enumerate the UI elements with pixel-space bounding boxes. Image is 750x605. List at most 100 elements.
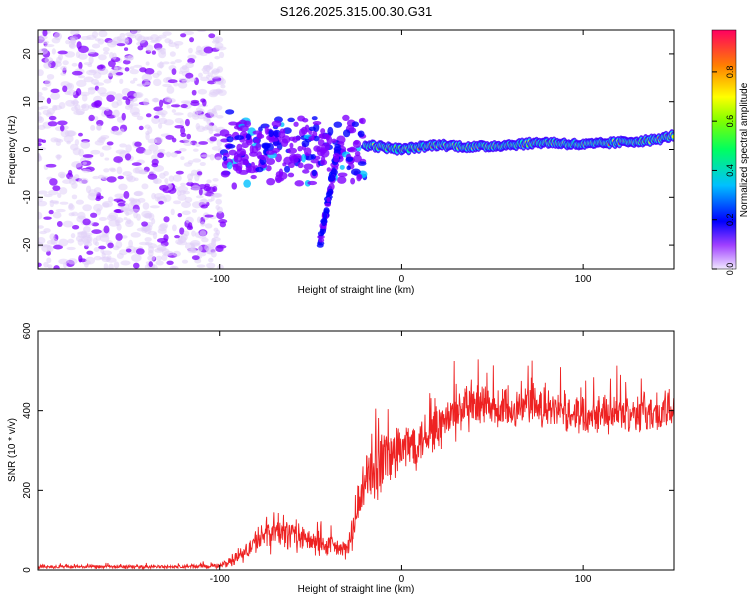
- noise-cell: [187, 112, 194, 118]
- noise-cell: [78, 177, 89, 185]
- noise-cell: [145, 44, 154, 52]
- noise-cell: [68, 202, 74, 210]
- noise-cell: [158, 34, 167, 39]
- noise-cell: [170, 104, 181, 108]
- noise-cell: [180, 132, 187, 138]
- noise-cell: [132, 77, 138, 82]
- noise-cell: [116, 43, 126, 47]
- noise-cell: [103, 263, 109, 269]
- noise-cell: [152, 72, 160, 79]
- noise-cell: [133, 92, 143, 98]
- noise-cell: [214, 55, 220, 60]
- noise-cell: [104, 107, 110, 112]
- noise-cell: [212, 177, 219, 182]
- transition-cell: [346, 165, 351, 171]
- snr-panel: -100 0 100 0 200 400 600 Height of straight l…: [7, 322, 675, 595]
- noise-cell: [86, 49, 96, 54]
- noise-cell: [78, 148, 84, 157]
- transition-cell: [219, 129, 230, 137]
- noise-cell: [119, 128, 125, 134]
- noise-cell: [161, 113, 166, 118]
- transition-cell: [226, 136, 234, 143]
- transition-cell: [339, 164, 345, 170]
- noise-cell: [44, 79, 52, 87]
- colorbar-tick-label: 0.6: [725, 115, 735, 128]
- noise-cell: [191, 230, 196, 237]
- noise-cell: [95, 197, 101, 202]
- noise-cell: [93, 71, 102, 79]
- noise-cell: [151, 50, 157, 55]
- noise-cell: [145, 113, 152, 118]
- noise-cell: [196, 216, 202, 224]
- noise-cell: [38, 211, 43, 220]
- noise-cell: [43, 62, 52, 69]
- noise-cell: [167, 79, 178, 84]
- noise-cell: [85, 185, 92, 194]
- transition-cell: [325, 134, 330, 141]
- transition-cell: [296, 135, 301, 141]
- noise-cell: [203, 65, 210, 69]
- noise-cell: [174, 59, 182, 63]
- noise-cell: [165, 135, 175, 140]
- noise-cell: [38, 116, 44, 124]
- noise-cell: [75, 235, 84, 242]
- transition-cell: [304, 124, 310, 133]
- noise-cell: [106, 39, 118, 48]
- noise-cell: [166, 260, 174, 265]
- noise-cell: [166, 104, 171, 109]
- noise-cell: [97, 174, 105, 180]
- noise-cell: [125, 144, 132, 153]
- noise-cell: [137, 35, 147, 44]
- noise-cell: [129, 66, 135, 70]
- noise-cell: [80, 91, 90, 97]
- noise-cell: [163, 119, 174, 126]
- noise-cell: [38, 196, 43, 203]
- noise-cell: [144, 213, 152, 219]
- noise-cell: [99, 152, 105, 158]
- noise-cell: [212, 185, 218, 192]
- noise-cell: [124, 55, 134, 62]
- noise-cell: [66, 246, 76, 251]
- noise-cell: [111, 125, 119, 132]
- noise-cell: [71, 70, 83, 76]
- noise-cell: [198, 187, 203, 196]
- noise-cell: [161, 254, 168, 262]
- transition-cell: [354, 151, 361, 157]
- noise-cell: [62, 60, 69, 66]
- noise-cell: [158, 200, 164, 205]
- noise-cell: [46, 97, 52, 104]
- transition-cell: [308, 136, 315, 141]
- transition-cell: [293, 121, 299, 127]
- noise-cell: [123, 190, 130, 199]
- transition-cell: [266, 178, 276, 186]
- noise-cell: [58, 258, 69, 265]
- noise-cell: [200, 221, 206, 227]
- noise-cell: [157, 228, 167, 235]
- noise-cell: [191, 255, 200, 261]
- noise-cell: [208, 33, 216, 39]
- noise-cell: [64, 130, 76, 137]
- transition-cell: [357, 161, 367, 166]
- noise-cell: [200, 98, 206, 103]
- transition-cell: [312, 120, 322, 126]
- transition-cell: [252, 130, 263, 135]
- noise-cell: [98, 106, 107, 110]
- noise-cell: [217, 264, 224, 269]
- transition-cell: [352, 139, 362, 149]
- transition-cell: [271, 120, 282, 128]
- noise-cell: [144, 81, 151, 86]
- noise-cell: [63, 134, 74, 143]
- noise-cell: [151, 158, 159, 166]
- noise-cell: [48, 209, 54, 215]
- noise-cell: [174, 125, 185, 129]
- transition-cell: [345, 156, 354, 162]
- colorbar-tick-label: 0.4: [725, 164, 735, 177]
- transition-cell: [297, 162, 304, 169]
- transition-cell: [301, 153, 306, 163]
- noise-cell: [129, 103, 139, 107]
- noise-cell: [213, 227, 219, 232]
- noise-cell: [216, 114, 224, 119]
- transition-cell: [245, 133, 251, 141]
- noise-cell: [91, 31, 99, 39]
- transition-cell: [265, 165, 272, 172]
